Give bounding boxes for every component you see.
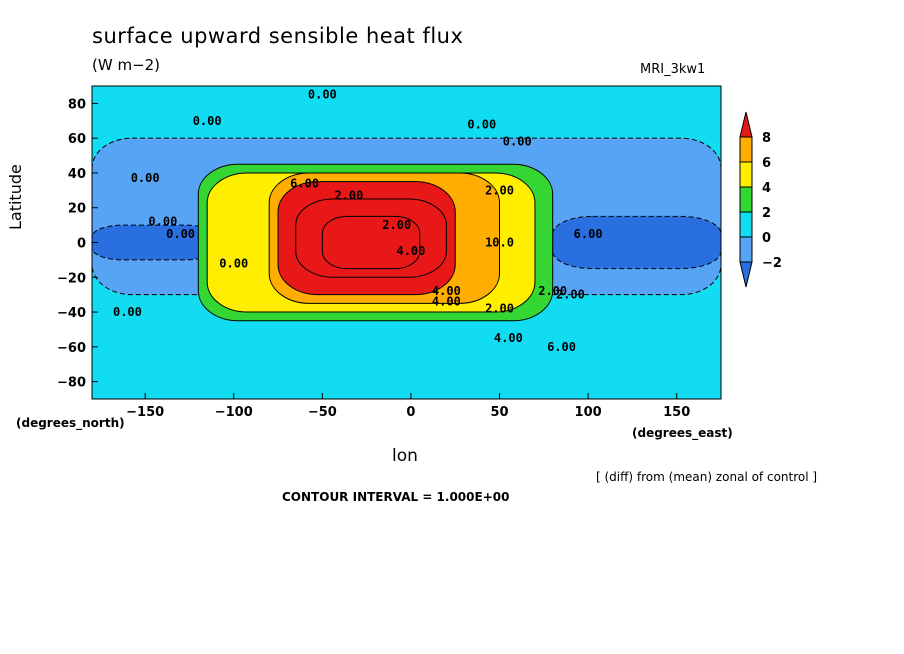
y-tick-label: 20 xyxy=(68,202,86,217)
contour-label: 0.00 xyxy=(148,215,177,229)
y-tick-label: −40 xyxy=(57,306,86,321)
x-tick-label: −150 xyxy=(126,405,164,420)
contour-label: 2.00 xyxy=(382,218,411,232)
contour-label: 2.00 xyxy=(556,288,585,302)
y-tick-label: −60 xyxy=(57,341,86,356)
x-tick-label: 150 xyxy=(663,405,690,420)
contour-region xyxy=(92,224,217,261)
x-tick-label: 100 xyxy=(575,405,602,420)
contour-label: 2.00 xyxy=(485,302,514,316)
contour-label: 2.00 xyxy=(485,183,514,197)
colorbar-swatch xyxy=(739,186,753,213)
colorbar-swatch xyxy=(739,236,753,263)
y-tick-label: 80 xyxy=(68,97,86,112)
colorbar-swatch xyxy=(739,111,753,138)
colorbar-swatch xyxy=(739,161,753,188)
y-units-caption: (degrees_north) xyxy=(16,416,125,430)
contour-label: 4.00 xyxy=(494,331,523,345)
contour-label: 0.00 xyxy=(131,171,160,185)
contour-label: 10.0 xyxy=(485,236,514,250)
y-tick-label: −80 xyxy=(57,376,86,391)
colorbar-label: 4 xyxy=(762,181,771,196)
contour-label: 4.00 xyxy=(432,295,461,309)
colorbar-swatch xyxy=(739,211,753,238)
x-tick-label: −50 xyxy=(308,405,337,420)
contour-label: 6.00 xyxy=(290,176,319,190)
map-layer: 0.000.00 0.000.000.000.000.000.000.002.00… xyxy=(92,86,721,399)
contour-label: 2.00 xyxy=(334,189,363,203)
y-tick-label: −20 xyxy=(57,271,86,286)
contour-label: 0.00 xyxy=(219,256,248,270)
contour-label: 0.00 xyxy=(113,305,142,319)
contour-region xyxy=(321,215,421,270)
contour-label: 0.00 xyxy=(166,227,195,241)
contour-label: 4.00 xyxy=(432,284,461,298)
difference-note: [ (diff) from (mean) zonal of control ] xyxy=(596,470,818,484)
x-tick-label: 0 xyxy=(406,405,415,420)
units-label: (W m−2) xyxy=(92,56,161,74)
contour-region xyxy=(552,215,721,270)
x-tick-label: 50 xyxy=(490,405,508,420)
colorbar-label: 0 xyxy=(762,231,771,246)
y-tick-label: 40 xyxy=(68,167,86,182)
model-label: MRI_3kw1 xyxy=(640,62,706,77)
x-axis-label: lon xyxy=(392,446,418,466)
contour-label: 2.00 xyxy=(538,284,567,298)
chart-title: surface upward sensible heat flux xyxy=(92,24,464,48)
colorbar-label: 2 xyxy=(762,206,771,221)
contour-label: 6.00 xyxy=(547,340,576,354)
contour-label: 0.00 xyxy=(503,135,532,149)
x-tick-label: −100 xyxy=(215,405,253,420)
contour-label: 0.00 xyxy=(308,88,337,102)
colorbar-label: 8 xyxy=(762,131,771,146)
colorbar-swatch xyxy=(739,261,753,288)
contour-label: 0.00 xyxy=(193,114,222,128)
x-units-caption: (degrees_east) xyxy=(632,426,733,440)
contour-interval-label: CONTOUR INTERVAL = 1.000E+00 xyxy=(282,490,510,504)
contour-label: 4.00 xyxy=(396,244,425,258)
colorbar-label: 6 xyxy=(762,156,771,171)
contour-label: 0.00 xyxy=(467,117,496,131)
contour-label: 6.00 xyxy=(574,227,603,241)
colorbar-label: −2 xyxy=(762,256,782,271)
tick-layer: −150 −100 −50 0 50 100 150 80 60 40 20 0 −20 −40 −60 −8… xyxy=(57,97,690,420)
y-tick-label: 60 xyxy=(68,132,86,147)
colorbar: 8 6 4 2 0 −2 xyxy=(739,111,782,288)
y-tick-label: 0 xyxy=(77,237,86,252)
colorbar-swatch xyxy=(739,136,753,163)
